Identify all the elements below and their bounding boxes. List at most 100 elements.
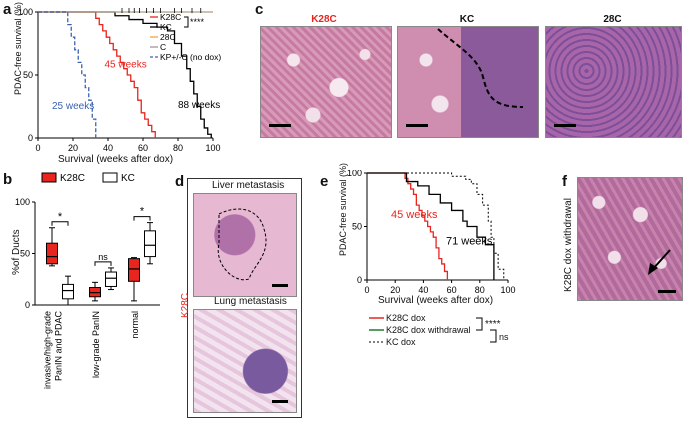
category-label: PanIN and PDAC [54,311,64,382]
y-tick-label: 50 [23,70,33,80]
sig-bracket [51,221,69,226]
micrograph-kc [397,26,539,138]
sig-stars: **** [190,17,205,27]
legend-sig-ns: ns [499,332,509,342]
panel-c-title-k28c: K28C [311,14,337,25]
legend-label: KC [160,22,172,32]
legend-label: KP+/-C (no dox) [160,52,221,62]
panel-b-ylabel: %of Ducts [11,229,22,275]
sig-bracket [133,216,151,221]
micrograph-28c [545,26,682,138]
legend-label: C [160,42,166,52]
legend-swatches [369,317,384,343]
x-tick-label: 80 [173,143,183,153]
legend-sig-stars: **** [485,319,501,330]
panel-d-title-lung: Lung metastasis [214,296,287,307]
panel-d-title-liver: Liver metastasis [212,180,285,191]
panel-e-ylabel: PDAC-free survival (%) [338,162,348,256]
panel-d-side-label: K28C [180,292,191,318]
annotation-kp: 25 weeks [52,101,94,112]
panel-letter-d: d [175,173,185,190]
box-kc [144,230,156,258]
scale-bar [272,284,288,287]
series-line-kpcnodox [38,11,97,138]
legend-label: 28C [160,32,176,42]
y-tick-label: 0 [25,300,30,310]
x-tick-label: 100 [205,143,220,153]
legend-label-kc: KC [121,173,135,184]
legend-label-k28c: K28C [60,173,85,184]
category-label: normal [130,311,140,339]
annotation-k28c: 45 weeks [105,59,147,70]
y-tick-label: 50 [20,249,30,259]
panel-d-frame [187,178,302,418]
x-tick-label: 100 [500,285,515,295]
box-kc [105,271,117,287]
x-tick-label: 40 [103,143,113,153]
annotation-k28c: 45 weeks [391,209,438,221]
dashed-boundary [437,28,524,108]
series-line-k28c [38,11,156,138]
x-tick-label: 20 [390,285,400,295]
sig-bracket [184,16,189,28]
x-tick-label: 20 [68,143,78,153]
y-tick-label: 100 [18,7,33,17]
legend-k28c-dox-withdrawal: K28C dox withdrawal [386,325,471,335]
arrow-icon [648,249,671,275]
panel-f-side-label: K28C dox withdrawal [563,198,574,292]
category-label: low-grade PanIN [91,311,101,378]
box-k28c [128,258,140,282]
scale-bar [554,124,576,127]
sig-label: ns [98,252,108,262]
panel-letter-a: a [3,1,12,18]
panel-c-title-28c: 28C [603,14,622,25]
sig-label: * [140,206,145,218]
legend-label: K28C [160,12,181,22]
x-tick-label: 60 [447,285,457,295]
x-tick-label: 0 [364,285,369,295]
panel-a-ylabel: PDAC-free survival (%) [13,1,23,95]
series-line-2 [367,172,505,280]
micrograph-lung [193,309,297,413]
x-tick-label: 60 [138,143,148,153]
micrograph-k28c-dox-withdrawal [577,177,683,301]
series-line-kc [38,11,212,138]
legend-swatch-kc [102,172,118,183]
panel-letter-b: b [3,171,13,188]
x-tick-label: 40 [418,285,428,295]
x-tick-label: 80 [475,285,485,295]
panel-e-chart: 0 50 100 0 20 40 60 80 100 45 weeks 71 weeks [347,170,516,295]
annotation-kc: 88 weeks [178,100,220,111]
scale-bar [406,124,428,127]
micrograph-k28c [260,26,392,138]
box-k28c [46,242,58,265]
y-tick-label: 0 [28,133,33,143]
y-tick-label: 0 [357,275,362,285]
series-line-0 [367,172,449,280]
category-label: invasive/high-grade [43,311,53,389]
panel-letter-c: c [255,1,264,18]
legend-sig-brackets [476,317,497,343]
micrograph-liver [193,193,297,297]
liver-lesion-outline [217,208,267,281]
x-tick-label: 0 [35,143,40,153]
legend-swatch-k28c [41,172,57,183]
series-line-1 [367,172,495,280]
legend-kc-dox: KC dox [386,337,416,347]
scale-bar [272,400,288,403]
panel-b-chart: 0 50 100 K28C KC * invasive/high-grade PanIN an… [15,172,160,389]
panel-letter-f: f [562,173,567,190]
y-tick-label: 100 [15,197,30,207]
y-tick-label: 50 [352,222,362,232]
panel-c-title-kc: KC [459,14,475,25]
panel-letter-e: e [320,173,329,190]
scale-bar [658,290,676,293]
scale-bar [269,124,291,127]
legend-k28c-dox: K28C dox [386,313,426,323]
sig-bracket [94,261,112,266]
box-kc [62,283,74,300]
y-tick-label: 100 [347,170,362,178]
panel-a-xlabel: Survival (weeks after dox) [58,154,174,165]
sig-label: * [58,211,63,223]
